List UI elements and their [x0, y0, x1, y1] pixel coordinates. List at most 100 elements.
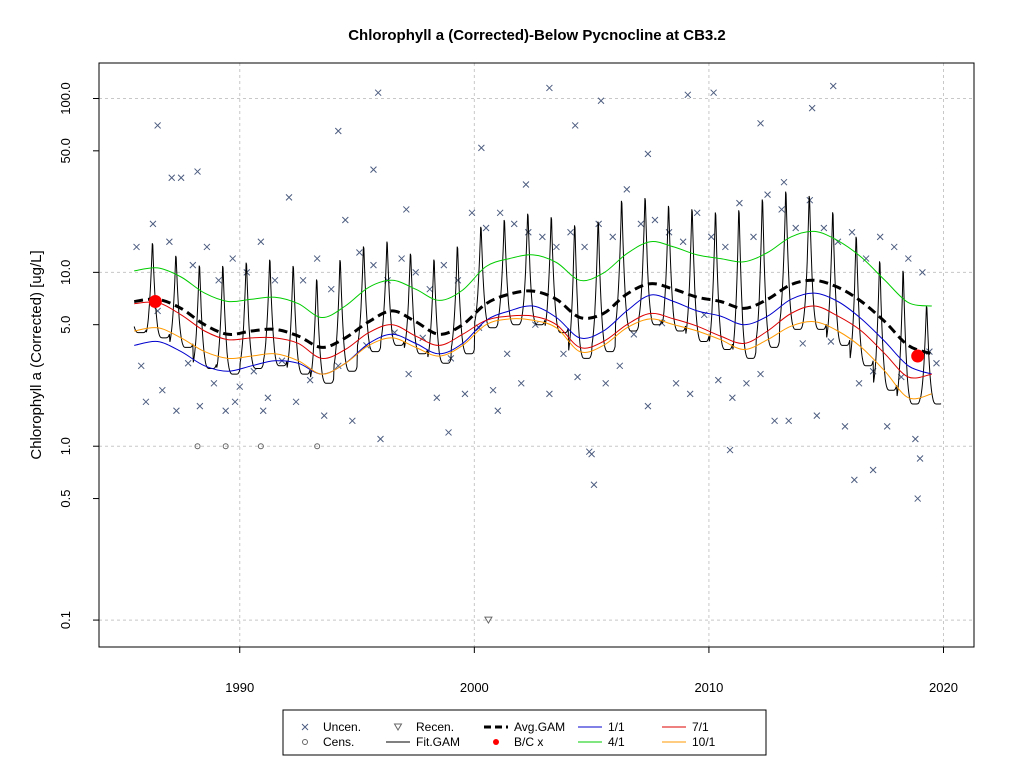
uncensored-point — [904, 255, 912, 262]
uncensored-point — [729, 394, 736, 402]
uncensored-point — [419, 334, 427, 342]
uncensored-point — [189, 261, 197, 269]
legend-label-recen: Recen. — [416, 720, 454, 734]
uncensored-point — [623, 186, 631, 193]
uncensored-point — [778, 206, 785, 213]
uncensored-point — [510, 220, 518, 228]
uncensored-point — [693, 209, 701, 217]
recensored-point — [484, 616, 493, 625]
uncensored-point — [630, 330, 638, 338]
uncensored-point — [862, 255, 870, 262]
uncensored-point — [475, 324, 483, 332]
grid — [99, 63, 974, 647]
uncensored-point — [933, 359, 940, 367]
uncensored-point — [792, 224, 800, 232]
uncensored-point — [210, 379, 218, 387]
uncensored-point — [334, 127, 342, 135]
uncensored-point — [560, 350, 567, 358]
uncensored-point — [173, 407, 180, 415]
uncensored-point — [919, 268, 926, 276]
uncensored-point — [494, 407, 502, 415]
uncensored-point — [597, 97, 605, 105]
uncensored-point — [496, 209, 504, 217]
uncensored-point — [154, 122, 161, 129]
uncensored-point — [503, 350, 511, 358]
uncensored-point — [890, 243, 898, 251]
x-tick-label: 2000 — [460, 680, 489, 695]
uncensored-point — [166, 238, 173, 246]
uncensored-point — [651, 216, 659, 224]
uncensored-point — [445, 429, 452, 436]
uncensored-point — [320, 412, 328, 419]
uncensored-point — [177, 174, 185, 182]
uncensored-point — [440, 261, 448, 269]
uncensored-point — [567, 228, 574, 236]
uncensored-point — [546, 390, 553, 398]
uncensored-point — [259, 407, 267, 415]
legend-label-q4_1: 4/1 — [608, 735, 625, 749]
plot-area — [133, 82, 942, 625]
censored-point — [194, 443, 201, 450]
uncensored-point — [876, 233, 884, 241]
uncensored-point — [808, 104, 816, 112]
uncensored-point — [679, 238, 687, 246]
uncensored-point — [581, 243, 588, 251]
uncensored-point — [229, 255, 237, 262]
uncensored-point — [764, 191, 771, 198]
series-line-1-1 — [134, 292, 932, 375]
series-line-avg-gam — [133, 278, 933, 356]
uncensored-point — [356, 249, 363, 256]
uncensored-point — [236, 383, 244, 391]
legend-label-q7_1: 7/1 — [692, 720, 709, 734]
uncensored-point — [686, 390, 694, 398]
chart-title: Chlorophyll a (Corrected)-Below Pycnocli… — [348, 27, 726, 44]
uncensored-point — [757, 370, 764, 378]
legend-label-cens: Cens. — [323, 735, 354, 749]
uncensored-point — [370, 261, 377, 269]
y-tick-label: 100.0 — [58, 82, 73, 115]
bc-point — [148, 294, 162, 308]
uncensored-point — [883, 423, 891, 430]
uncensored-point — [461, 390, 469, 398]
uncensored-point — [412, 268, 420, 276]
axis-ticks: 1990 2000 2010 2020 0.1 0.5 1.0 5.0 10.0 50.0 100.… — [58, 82, 958, 695]
uncensored-point — [398, 255, 405, 262]
uncensored-point — [137, 362, 145, 370]
uncensored-point — [714, 376, 722, 384]
uncensored-point — [405, 370, 413, 378]
censored-point — [222, 443, 229, 450]
uncensored-point — [257, 238, 265, 246]
legend-label-fit_gam: Fit.GAM — [416, 735, 460, 749]
uncensored-point — [813, 412, 821, 419]
uncensored-point — [377, 435, 384, 443]
y-tick-label: 50.0 — [58, 138, 73, 163]
uncensored-point — [848, 228, 856, 236]
uncensored-point — [827, 338, 835, 345]
uncensored-point — [590, 481, 598, 489]
uncensored-point — [250, 367, 258, 375]
uncensored-point — [841, 423, 849, 430]
uncensored-point — [829, 82, 837, 90]
uncensored-point — [348, 417, 356, 425]
legend-symbol-uncen — [301, 723, 309, 731]
uncensored-point — [757, 119, 764, 127]
uncensored-point — [334, 362, 342, 370]
uncensored-point — [489, 386, 497, 394]
uncensored-point — [644, 402, 652, 410]
uncensored-point — [482, 224, 490, 232]
uncensored-point — [531, 321, 539, 329]
y-tick-label: 5.0 — [58, 316, 73, 334]
uncensored-point — [914, 495, 922, 502]
uncensored-point — [203, 243, 211, 251]
uncensored-point — [585, 448, 593, 456]
uncensored-point — [684, 91, 692, 99]
uncensored-point — [142, 398, 150, 406]
uncensored-point — [571, 122, 579, 129]
uncensored-point — [222, 407, 230, 415]
uncensored-point — [574, 373, 581, 381]
uncensored-point — [313, 255, 321, 262]
x-tick-label: 1990 — [225, 680, 254, 695]
y-tick-label: 1.0 — [58, 437, 73, 455]
